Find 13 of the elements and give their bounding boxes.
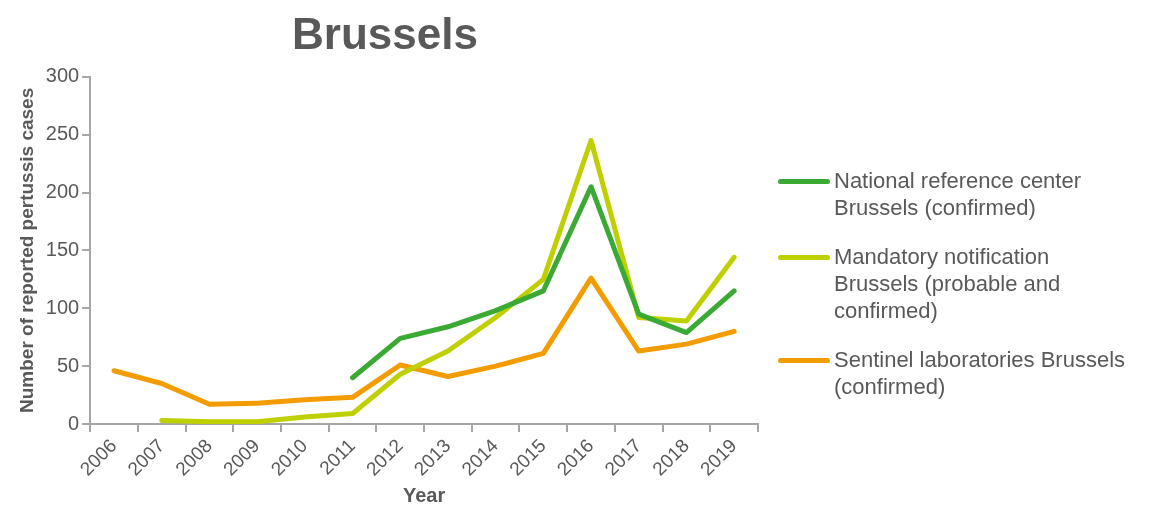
y-tick-label: 250 bbox=[45, 122, 80, 145]
legend-label: Sentinel laboratories Brussels (confirmed) bbox=[834, 345, 1127, 400]
x-axis-title: Year bbox=[402, 483, 446, 506]
legend-label: Mandatory notification Brussels (probable and confirmed) bbox=[834, 242, 1062, 324]
y-axis-title: Number of reported pertussis cases bbox=[15, 87, 37, 413]
y-tick-label: 150 bbox=[45, 237, 80, 260]
y-tick-label: 300 bbox=[45, 64, 80, 87]
y-tick-label: 0 bbox=[68, 411, 80, 434]
y-tick-label: 50 bbox=[56, 353, 80, 376]
chart-title: Brussels bbox=[292, 8, 478, 58]
legend-label: National reference center Brussels (confirmed) bbox=[834, 166, 1083, 221]
y-tick-label: 200 bbox=[45, 180, 80, 203]
y-tick-label: 100 bbox=[45, 295, 80, 318]
